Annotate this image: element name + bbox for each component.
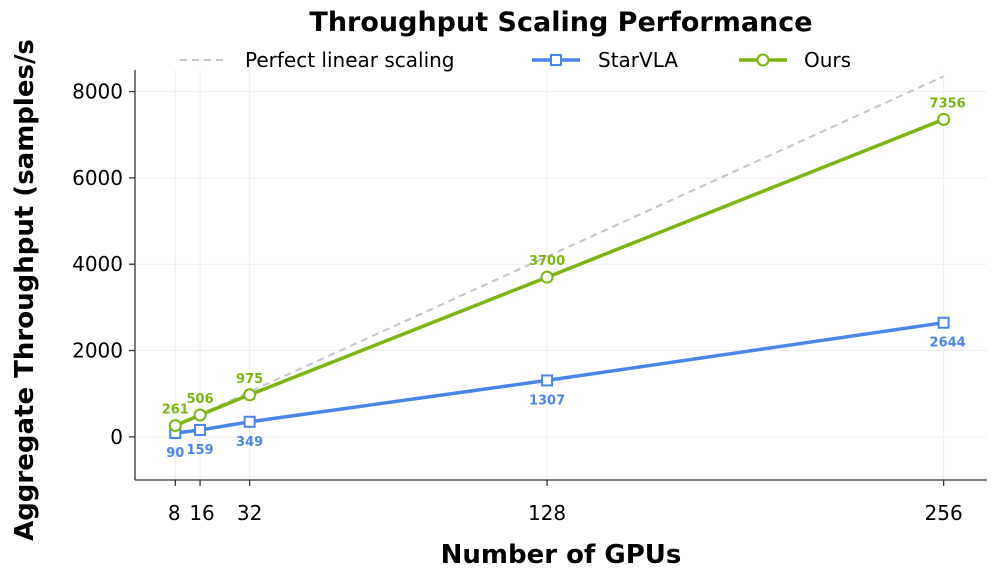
- ours-point: [168, 419, 182, 433]
- chart-title: Throughput Scaling Performance: [309, 7, 812, 38]
- y-tick-label: 0: [110, 425, 123, 449]
- ours-data-label: 975: [236, 372, 263, 387]
- legend: Perfect linear scaling StarVLA Ours: [180, 48, 851, 72]
- ours-point: [243, 388, 257, 402]
- ours-point: [937, 112, 951, 126]
- y-tick-label: 6000: [72, 166, 123, 190]
- ours-data-label: 7356: [930, 96, 966, 111]
- x-tick-label: 32: [237, 501, 262, 525]
- starvla-point: [243, 415, 256, 428]
- x-tick-label: 128: [528, 501, 566, 525]
- x-tick-label: 256: [925, 501, 963, 525]
- series-layer: [168, 75, 951, 439]
- starvla-point: [541, 374, 554, 387]
- ours-data-label: 261: [162, 403, 189, 418]
- y-tick-label: 8000: [72, 80, 123, 104]
- grid-layer: [135, 70, 987, 480]
- x-axis-label: Number of GPUs: [441, 540, 682, 570]
- starvla-data-label: 1307: [529, 393, 565, 408]
- legend-label: StarVLA: [598, 48, 678, 72]
- legend-label: Ours: [804, 48, 851, 72]
- x-tick-label: 16: [189, 501, 214, 525]
- starvla-data-label: 159: [186, 443, 213, 458]
- y-tick-label: 2000: [72, 339, 123, 363]
- ours-point: [193, 408, 207, 422]
- legend-label: Perfect linear scaling: [245, 48, 455, 72]
- y-tick-label: 4000: [72, 252, 123, 276]
- starvla-data-label: 2644: [930, 336, 966, 351]
- ours-data-label: 3700: [529, 254, 565, 269]
- starvla-point: [937, 316, 950, 329]
- starvla-point: [194, 423, 207, 436]
- axes-layer: 0 2000 4000 6000 8000 8 16 32 128 256: [72, 70, 987, 525]
- legend-marker-square: [550, 54, 562, 66]
- x-tick-label: 8: [168, 501, 181, 525]
- series-line-perfect-linear-scaling: [174, 75, 945, 427]
- ours-data-label: 506: [186, 392, 213, 407]
- y-axis-label: Aggregate Throughput (samples/s: [10, 39, 40, 541]
- starvla-data-label: 349: [236, 435, 263, 450]
- ours-point: [540, 270, 554, 284]
- legend-marker-circle: [756, 53, 770, 67]
- starvla-data-label: 90: [166, 446, 184, 461]
